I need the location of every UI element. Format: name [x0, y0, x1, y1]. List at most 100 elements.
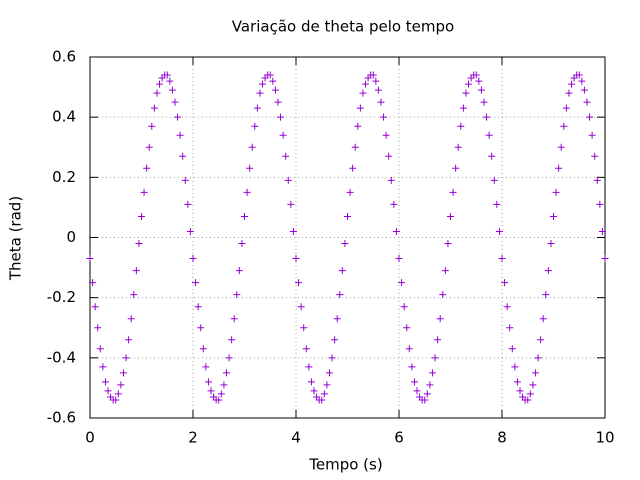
- point: [199, 345, 207, 353]
- point: [387, 176, 395, 184]
- point: [516, 387, 524, 395]
- point: [333, 315, 341, 323]
- point: [462, 89, 470, 97]
- point: [444, 240, 452, 248]
- point: [434, 336, 442, 344]
- point: [436, 315, 444, 323]
- point: [542, 291, 550, 299]
- point: [233, 291, 241, 299]
- point: [503, 303, 511, 311]
- point: [274, 98, 282, 106]
- point: [289, 227, 297, 235]
- point: [279, 131, 287, 139]
- point: [475, 77, 483, 85]
- point: [225, 354, 233, 362]
- point: [423, 390, 431, 398]
- point: [307, 378, 315, 386]
- point: [457, 122, 465, 130]
- point: [253, 104, 261, 112]
- point: [94, 324, 102, 332]
- x-tick-label: 8: [497, 429, 507, 447]
- point: [323, 381, 331, 389]
- point: [408, 363, 416, 371]
- y-tick-label: 0.2: [52, 168, 76, 186]
- point: [465, 80, 473, 88]
- x-tick-label: 6: [394, 429, 404, 447]
- point: [380, 113, 388, 121]
- point: [555, 164, 563, 172]
- point: [230, 315, 238, 323]
- point: [426, 381, 434, 389]
- point: [217, 390, 225, 398]
- point: [259, 80, 267, 88]
- point: [91, 303, 99, 311]
- point: [318, 396, 326, 404]
- point: [586, 113, 594, 121]
- point: [557, 143, 565, 151]
- point: [243, 188, 251, 196]
- point: [356, 104, 364, 112]
- point: [235, 267, 243, 275]
- point: [305, 363, 313, 371]
- point: [114, 390, 122, 398]
- point: [181, 176, 189, 184]
- point: [439, 291, 447, 299]
- point: [452, 164, 460, 172]
- x-tick-label: 4: [291, 429, 301, 447]
- point: [145, 143, 153, 151]
- point: [506, 324, 514, 332]
- point: [454, 143, 462, 151]
- point: [498, 255, 506, 263]
- y-tick-label: 0.4: [52, 108, 76, 126]
- point: [277, 113, 285, 121]
- point: [372, 77, 380, 85]
- point: [369, 71, 377, 79]
- point: [269, 77, 277, 85]
- y-axis-label: Theta (rad): [7, 196, 25, 281]
- point: [550, 212, 557, 220]
- point: [598, 227, 606, 235]
- point: [362, 80, 370, 88]
- point: [150, 104, 158, 112]
- point: [405, 345, 413, 353]
- point: [153, 89, 161, 97]
- point: [171, 98, 179, 106]
- point: [271, 86, 279, 94]
- point: [215, 396, 223, 404]
- x-tick-label: 0: [85, 429, 95, 447]
- point: [202, 363, 210, 371]
- point: [140, 188, 148, 196]
- point: [447, 212, 454, 220]
- point: [302, 345, 310, 353]
- point: [297, 303, 305, 311]
- point: [295, 279, 303, 287]
- point: [184, 200, 192, 208]
- point: [331, 336, 339, 344]
- plot-border: [89, 56, 606, 419]
- point: [385, 152, 393, 160]
- y-tick-label: -0.2: [47, 288, 76, 306]
- point: [179, 152, 187, 160]
- point: [248, 143, 256, 151]
- point: [351, 143, 359, 151]
- point: [431, 354, 439, 362]
- point: [560, 122, 568, 130]
- point: [472, 71, 480, 79]
- point: [89, 279, 97, 287]
- x-tick-label: 2: [188, 429, 198, 447]
- point: [508, 345, 516, 353]
- point: [488, 152, 496, 160]
- point: [374, 86, 382, 94]
- point: [96, 345, 104, 353]
- point: [568, 80, 576, 88]
- point: [138, 212, 145, 220]
- point: [341, 240, 349, 248]
- point: [534, 354, 542, 362]
- point: [513, 378, 521, 386]
- point: [222, 369, 230, 377]
- point: [328, 354, 336, 362]
- point: [284, 176, 292, 184]
- y-tick-label: 0.6: [52, 48, 76, 66]
- point: [547, 240, 555, 248]
- point: [246, 164, 254, 172]
